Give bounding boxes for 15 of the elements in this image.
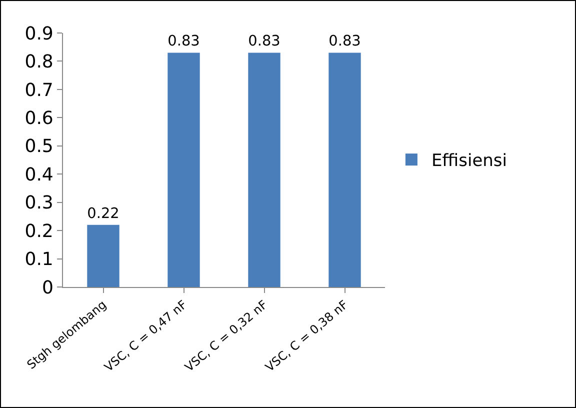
data-label: 0.83 <box>168 34 200 50</box>
data-label: 0.83 <box>248 34 280 50</box>
y-tick-label: 0.8 <box>24 52 54 73</box>
y-tick-label: 0.2 <box>24 220 54 242</box>
y-tick-label: 0.5 <box>24 136 54 158</box>
y-tick-label: 0.1 <box>24 249 54 270</box>
y-tick-label: 0.3 <box>24 192 54 214</box>
data-label: 0.83 <box>328 34 361 50</box>
legend-label: Effisiensi <box>431 151 508 172</box>
y-tick-label: 0.7 <box>24 80 54 101</box>
y-tick-label: 0.6 <box>24 108 54 129</box>
data-label: 0.22 <box>87 206 120 222</box>
y-tick-label: 0.9 <box>24 23 54 44</box>
y-tick-label: 0 <box>42 277 54 298</box>
y-tick-label: 0.4 <box>24 164 54 186</box>
